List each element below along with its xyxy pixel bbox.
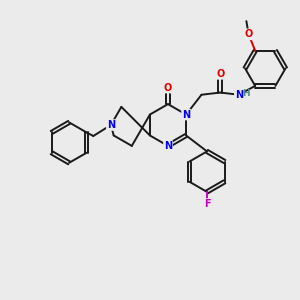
Text: O: O [164,82,172,93]
Text: H: H [242,89,250,98]
Text: N: N [107,120,115,130]
Text: N: N [164,141,172,151]
Text: F: F [204,199,210,209]
Text: O: O [244,29,253,39]
Text: O: O [216,69,224,79]
Text: N: N [235,90,243,100]
Text: N: N [182,110,190,119]
